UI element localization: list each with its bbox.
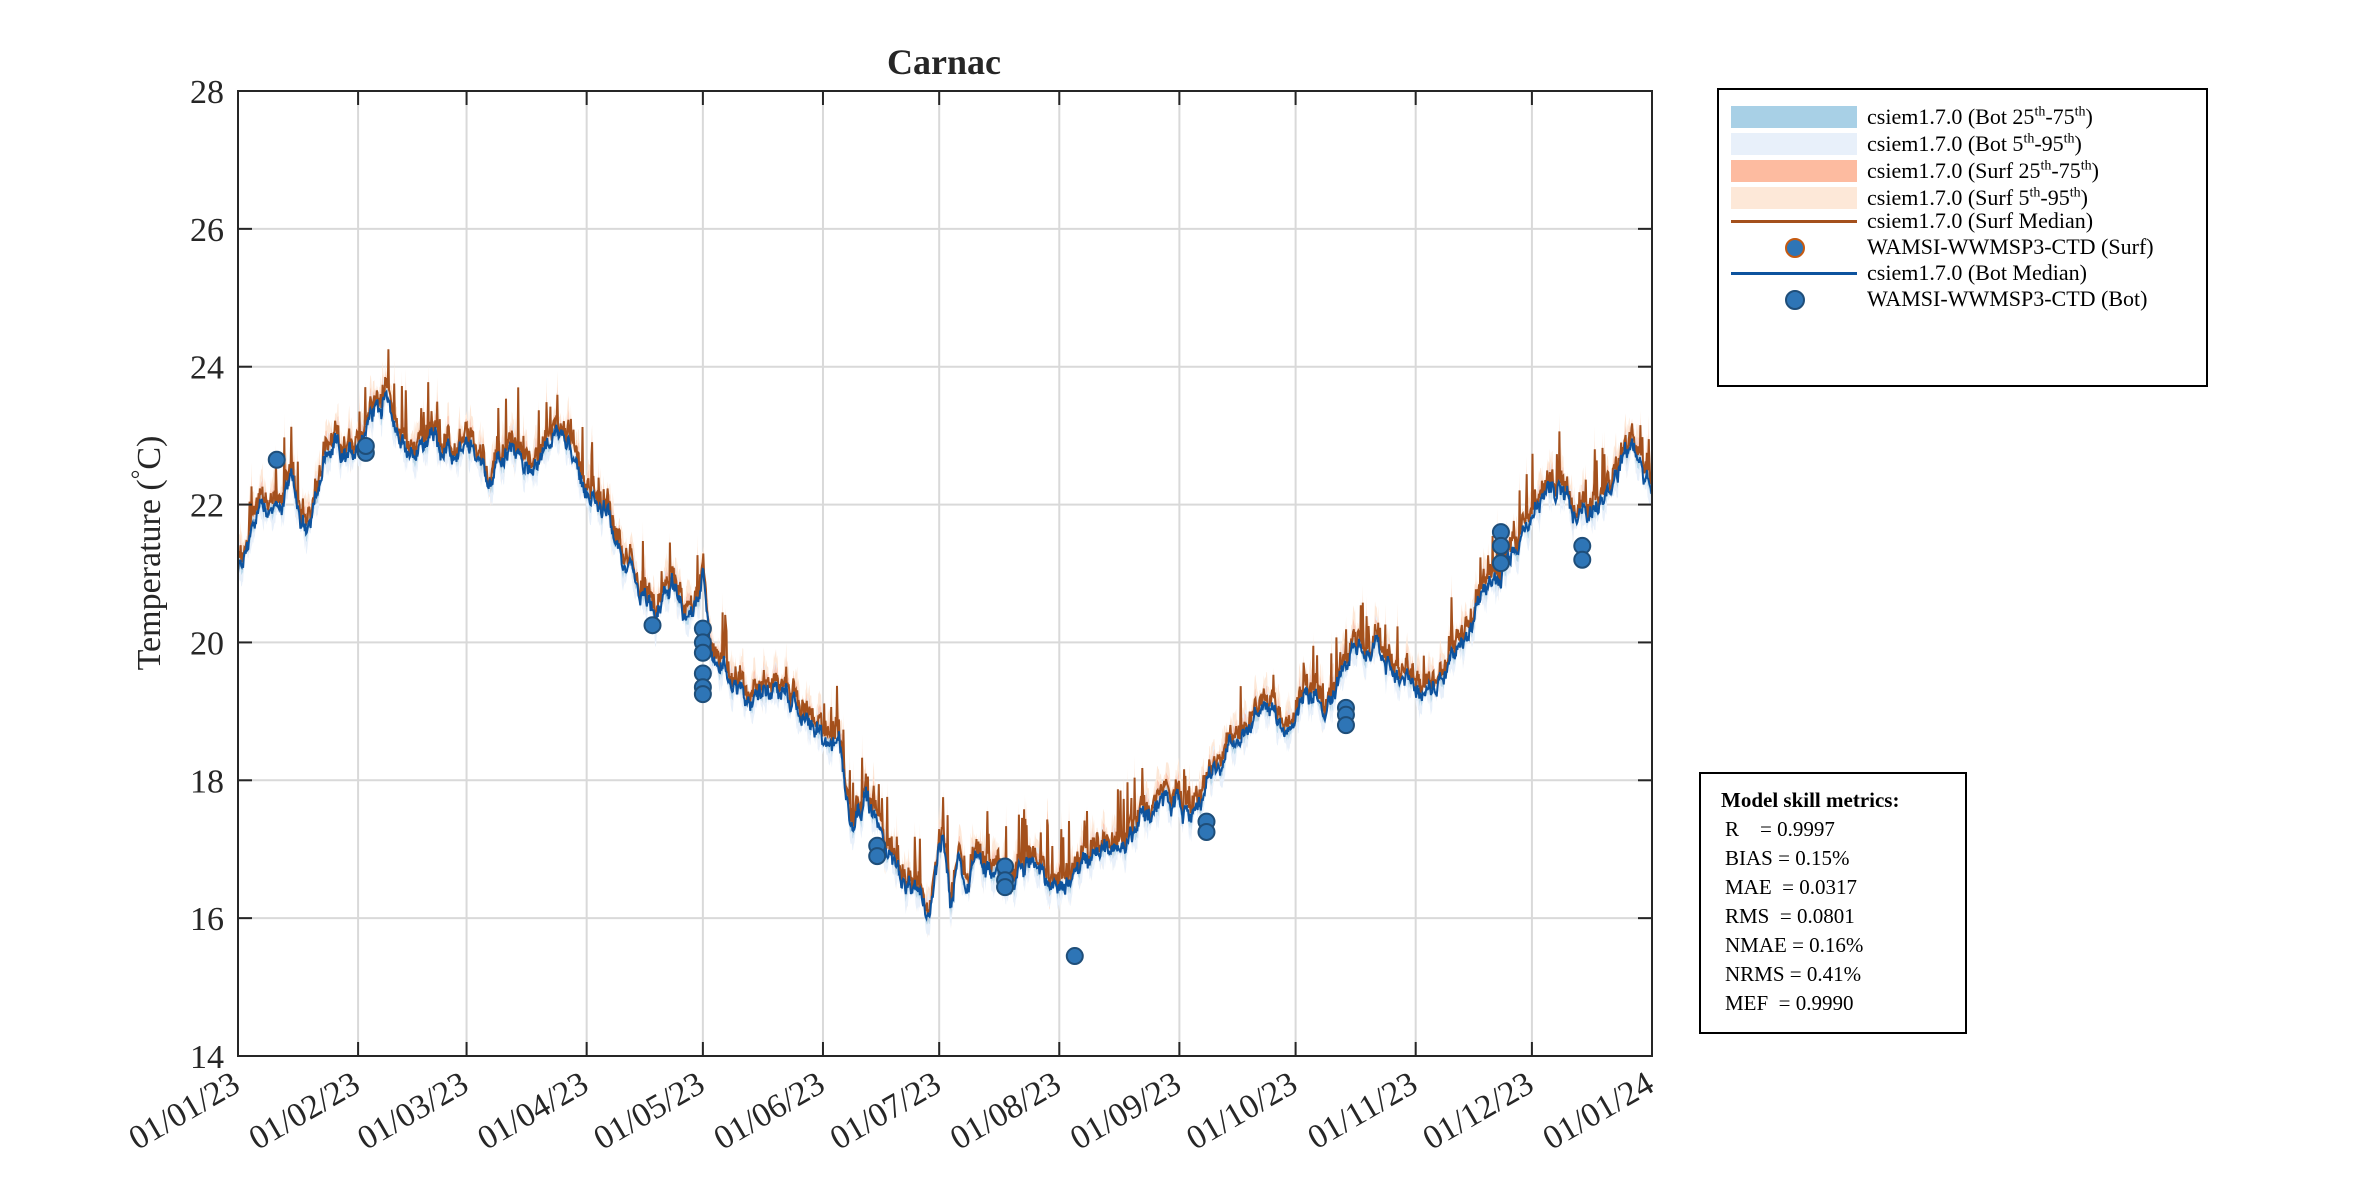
observation-point	[868, 847, 887, 866]
y-tick-label: 22	[190, 488, 224, 525]
axis-ticks: 14 16 18 20 22 24 26 28 01/01/2301/02/2301/03/23…	[123, 74, 1660, 1157]
skill-metric: BIAS = 0.15%	[1725, 846, 1850, 870]
legend-marker	[1785, 238, 1805, 258]
skill-metric: MEF = 0.9990	[1725, 991, 1854, 1015]
legend: csiem1.7.0 (Bot 25th-75th) csiem1.7.0 (Bo…	[1717, 88, 2208, 387]
legend-label: csiem1.7.0 (Surf Median)	[1867, 208, 2094, 233]
legend-swatch	[1731, 187, 1857, 209]
x-tick-label: 01/02/23	[243, 1065, 366, 1157]
x-tick-label: 01/09/23	[1064, 1065, 1187, 1157]
legend-entry: WAMSI-WWMSP3-CTD (Surf)	[1719, 230, 2206, 259]
y-axis-label: Temperature (°C)	[128, 436, 168, 671]
y-tick-label: 26	[190, 212, 224, 249]
skill-metric: NMAE = 0.16%	[1725, 933, 1864, 957]
observation-point	[1065, 947, 1084, 966]
observation-point	[1491, 536, 1510, 555]
skill-metric: RMS = 0.0801	[1725, 904, 1855, 928]
y-tick-label: 20	[190, 625, 224, 662]
y-tick-label: 24	[190, 350, 224, 387]
legend-label: csiem1.7.0 (Surf 25th-75th)	[1867, 158, 2099, 183]
observation-point	[996, 878, 1015, 897]
x-tick-label: 01/01/23	[123, 1065, 246, 1157]
skill-metric: MAE = 0.0317	[1725, 875, 1858, 899]
y-tick-label: 18	[190, 763, 224, 800]
skill-metric: R = 0.9997	[1725, 817, 1835, 841]
legend-entry: csiem1.7.0 (Bot Median)	[1719, 256, 2206, 285]
bot-5-95-band	[238, 376, 1652, 937]
observation-markers	[267, 436, 1592, 966]
median-lines	[237, 349, 1653, 922]
legend-label: csiem1.7.0 (Bot 5th-95th)	[1867, 131, 2082, 156]
observation-point	[1336, 716, 1355, 735]
x-tick-label: 01/01/24	[1537, 1065, 1660, 1157]
skill-metrics-header: Model skill metrics:	[1721, 788, 1900, 812]
bot-median-line	[237, 389, 1653, 922]
legend-label: csiem1.7.0 (Bot 25th-75th)	[1867, 104, 2093, 129]
legend-line-swatch	[1731, 220, 1857, 223]
observation-point	[693, 685, 712, 704]
y-tick-label: 14	[190, 1039, 224, 1076]
x-tick-label: 01/05/23	[588, 1065, 711, 1157]
legend-entry: csiem1.7.0 (Bot 25th-75th)	[1719, 100, 2206, 129]
skill-metrics-list: R = 0.9997 BIAS = 0.15% MAE = 0.0317 RMS = …	[1721, 815, 1965, 1018]
legend-entry: csiem1.7.0 (Surf Median)	[1719, 204, 2206, 233]
legend-label: WAMSI-WWMSP3-CTD (Bot)	[1867, 286, 2148, 311]
x-tick-label: 01/07/23	[824, 1065, 947, 1157]
x-tick-label: 01/06/23	[708, 1065, 831, 1157]
observation-point	[1573, 550, 1592, 569]
x-tick-label: 01/12/23	[1417, 1065, 1540, 1157]
legend-marker	[1785, 290, 1805, 310]
observation-point	[267, 450, 286, 469]
x-tick-label: 01/03/23	[351, 1065, 474, 1157]
legend-swatch	[1731, 133, 1857, 155]
observation-point	[693, 643, 712, 662]
x-tick-label: 01/10/23	[1180, 1065, 1303, 1157]
observation-point	[1491, 554, 1510, 573]
observation-point	[356, 436, 375, 455]
skill-metrics-box: Model skill metrics: R = 0.9997 BIAS = 0.…	[1699, 772, 1967, 1034]
legend-line-swatch	[1731, 272, 1857, 275]
legend-entry: csiem1.7.0 (Surf 25th-75th)	[1719, 154, 2206, 183]
legend-swatch	[1731, 106, 1857, 128]
legend-entry: WAMSI-WWMSP3-CTD (Bot)	[1719, 282, 2206, 311]
legend-swatch	[1731, 160, 1857, 182]
observation-point	[1197, 822, 1216, 841]
grid-lines	[237, 90, 1653, 1057]
y-tick-label: 16	[190, 901, 224, 938]
x-tick-label: 01/08/23	[944, 1065, 1067, 1157]
y-tick-label: 28	[190, 74, 224, 111]
surf-median-line	[237, 349, 1653, 915]
legend-label: WAMSI-WWMSP3-CTD (Surf)	[1867, 234, 2154, 259]
legend-entry: csiem1.7.0 (Bot 5th-95th)	[1719, 127, 2206, 156]
legend-label: csiem1.7.0 (Surf 5th-95th)	[1867, 185, 2088, 210]
observation-point	[643, 616, 662, 635]
legend-label: csiem1.7.0 (Bot Median)	[1867, 260, 2087, 285]
x-tick-label: 01/04/23	[471, 1065, 594, 1157]
plot-frame	[237, 90, 1653, 1057]
skill-metric: NRMS = 0.41%	[1725, 962, 1862, 986]
x-tick-label: 01/11/23	[1302, 1065, 1424, 1157]
chart-title: Carnac	[887, 42, 1001, 82]
legend-entry: csiem1.7.0 (Surf 5th-95th)	[1719, 181, 2206, 210]
